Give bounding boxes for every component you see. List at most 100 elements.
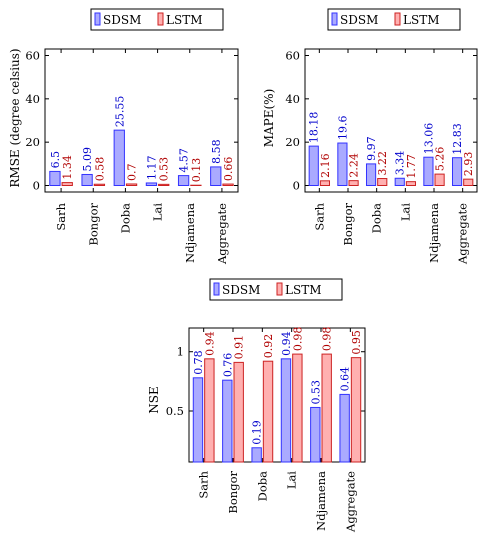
bar-sdsm-sarh bbox=[192, 377, 204, 463]
bar-sdsm-ndjamena bbox=[310, 406, 321, 463]
bar-lstm-doba bbox=[377, 178, 388, 186]
value-label-sdsm-bongor: 5.09 bbox=[81, 147, 94, 172]
value-label-lstm-lai: 0.53 bbox=[158, 157, 171, 182]
legend: SDSM LSTM bbox=[90, 8, 224, 31]
value-label-sdsm-lai: 1.17 bbox=[145, 155, 158, 180]
x-tick-label-aggregate: Aggregate bbox=[343, 471, 357, 533]
bar-lstm-lai bbox=[405, 181, 417, 186]
x-tick-label-ndjamena: Ndjamena bbox=[314, 471, 328, 531]
value-label-lstm-lai: 1.77 bbox=[405, 154, 418, 179]
bar-lstm-doba bbox=[125, 183, 138, 187]
bar-lstm-sarh bbox=[204, 358, 215, 463]
bar-lstm-aggregate bbox=[222, 183, 234, 187]
y-tick-label: 20 bbox=[25, 135, 40, 149]
plot-frame bbox=[44, 48, 239, 193]
value-label-sdsm-lai: 0.94 bbox=[280, 331, 293, 356]
value-label-lstm-ndjamena: 0.13 bbox=[190, 158, 203, 183]
bar-sdsm-doba bbox=[365, 163, 377, 186]
legend: SDSM LSTM bbox=[209, 278, 343, 301]
bar-sdsm-bongor bbox=[222, 379, 233, 463]
value-label-sdsm-doba: 9.97 bbox=[365, 136, 378, 161]
bar-lstm-bongor bbox=[93, 183, 106, 186]
value-label-sdsm-ndjamena: 0.53 bbox=[309, 380, 322, 405]
bar-sdsm-aggregate bbox=[210, 166, 222, 187]
value-label-lstm-aggregate: 0.66 bbox=[222, 157, 235, 182]
bar-lstm-sarh bbox=[319, 180, 331, 187]
y-tick-label: 0 bbox=[293, 179, 300, 193]
value-label-sdsm-bongor: 0.76 bbox=[221, 353, 234, 378]
bar-lstm-lai bbox=[292, 353, 303, 463]
legend-box bbox=[209, 278, 343, 301]
bar-sdsm-ndjamena bbox=[423, 156, 434, 187]
legend-box bbox=[90, 8, 224, 31]
x-tick-label-ndjamena: Ndjamena bbox=[183, 203, 197, 263]
value-label-lstm-doba: 0.7 bbox=[126, 163, 139, 181]
bar-lstm-aggregate bbox=[350, 357, 362, 463]
legend-label-sdsm: SDSM bbox=[340, 13, 378, 27]
value-label-sdsm-aggregate: 8.58 bbox=[210, 139, 223, 164]
bar-lstm-ndjamena bbox=[434, 173, 445, 186]
value-label-sdsm-aggregate: 12.83 bbox=[451, 123, 464, 155]
y-tick-label: 40 bbox=[25, 92, 40, 106]
y-tick-label: 1 bbox=[177, 345, 184, 359]
bar-lstm-doba bbox=[262, 360, 274, 463]
legend-swatch-lstm bbox=[394, 12, 401, 26]
x-tick-label-sarh: Sarh bbox=[54, 202, 68, 230]
value-label-sdsm-bongor: 19.6 bbox=[336, 116, 349, 141]
value-label-lstm-doba: 3.22 bbox=[376, 151, 389, 176]
x-tick-label-sarh: Sarh bbox=[197, 470, 211, 498]
y-tick-label: 0.5 bbox=[166, 404, 184, 418]
y-tick-label: 20 bbox=[285, 135, 300, 149]
bar-lstm-aggregate bbox=[463, 178, 474, 187]
plot-frame bbox=[188, 327, 366, 463]
x-tick-label-doba: Doba bbox=[255, 471, 269, 502]
value-label-sdsm-lai: 3.34 bbox=[394, 151, 407, 176]
legend-label-sdsm: SDSM bbox=[103, 13, 141, 27]
value-label-sdsm-doba: 0.19 bbox=[251, 420, 264, 445]
bar-sdsm-bongor bbox=[81, 173, 93, 186]
value-label-sdsm-ndjamena: 4.57 bbox=[178, 148, 191, 173]
x-tick-label-bongor: Bongor bbox=[341, 203, 355, 246]
x-tick-label-doba: Doba bbox=[118, 203, 132, 234]
bar-sdsm-lai bbox=[280, 358, 292, 463]
nse-chart: SDSM LSTM0.51NSE0.780.94Sarh0.760.91Bongo… bbox=[147, 278, 366, 533]
y-axis-label: RMSE (degree celsius) bbox=[8, 48, 22, 187]
value-label-lstm-aggregate: 2.93 bbox=[462, 152, 475, 177]
y-axis-label: MAPE(%) bbox=[262, 89, 276, 148]
x-tick-label-doba: Doba bbox=[370, 203, 384, 234]
value-label-lstm-ndjamena: 5.26 bbox=[434, 147, 447, 172]
bar-sdsm-lai bbox=[145, 182, 158, 186]
value-label-sdsm-sarh: 6.5 bbox=[49, 151, 62, 169]
bar-sdsm-sarh bbox=[49, 170, 61, 187]
x-tick-label-bongor: Bongor bbox=[86, 203, 100, 246]
bar-lstm-bongor bbox=[233, 361, 244, 463]
y-tick-label: 40 bbox=[285, 92, 300, 106]
legend-swatch-sdsm bbox=[331, 12, 338, 26]
value-label-lstm-aggregate: 0.95 bbox=[350, 330, 363, 355]
x-tick-label-lai: Lai bbox=[398, 203, 412, 221]
y-tick-label: 0 bbox=[33, 179, 40, 193]
value-label-lstm-sarh: 0.94 bbox=[203, 331, 216, 356]
value-label-sdsm-doba: 25.55 bbox=[113, 96, 126, 127]
bar-sdsm-bongor bbox=[337, 142, 348, 187]
legend-label-lstm: LSTM bbox=[403, 13, 439, 27]
legend-swatch-lstm bbox=[157, 12, 164, 26]
value-label-sdsm-sarh: 18.18 bbox=[308, 112, 321, 144]
value-label-lstm-bongor: 0.58 bbox=[93, 157, 106, 182]
bar-sdsm-lai bbox=[394, 177, 405, 187]
bar-sdsm-doba bbox=[251, 447, 262, 463]
x-tick-label-sarh: Sarh bbox=[312, 202, 326, 230]
legend-swatch-sdsm bbox=[213, 282, 220, 296]
value-label-lstm-doba: 0.92 bbox=[262, 334, 275, 359]
value-label-sdsm-ndjamena: 13.06 bbox=[422, 123, 435, 155]
bar-lstm-ndjamena bbox=[321, 353, 332, 463]
y-tick-label: 60 bbox=[285, 49, 300, 63]
x-tick-label-lai: Lai bbox=[151, 203, 165, 221]
legend-swatch-lstm bbox=[276, 282, 283, 296]
x-tick-label-ndjamena: Ndjamena bbox=[427, 203, 441, 263]
value-label-lstm-sarh: 1.34 bbox=[61, 155, 74, 180]
bar-sdsm-aggregate bbox=[339, 393, 350, 463]
legend-label-lstm: LSTM bbox=[166, 13, 202, 27]
